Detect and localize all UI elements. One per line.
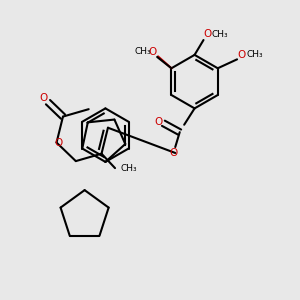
Text: CH₃: CH₃ — [212, 30, 228, 39]
Text: O: O — [40, 93, 48, 103]
Text: CH₃: CH₃ — [121, 164, 138, 172]
Text: O: O — [148, 47, 156, 57]
Text: O: O — [170, 148, 178, 158]
Text: CH₃: CH₃ — [247, 50, 263, 59]
Text: O: O — [203, 29, 211, 39]
Text: O: O — [237, 50, 246, 60]
Text: O: O — [54, 138, 62, 148]
Text: CH₃: CH₃ — [135, 47, 152, 56]
Text: O: O — [155, 117, 163, 127]
